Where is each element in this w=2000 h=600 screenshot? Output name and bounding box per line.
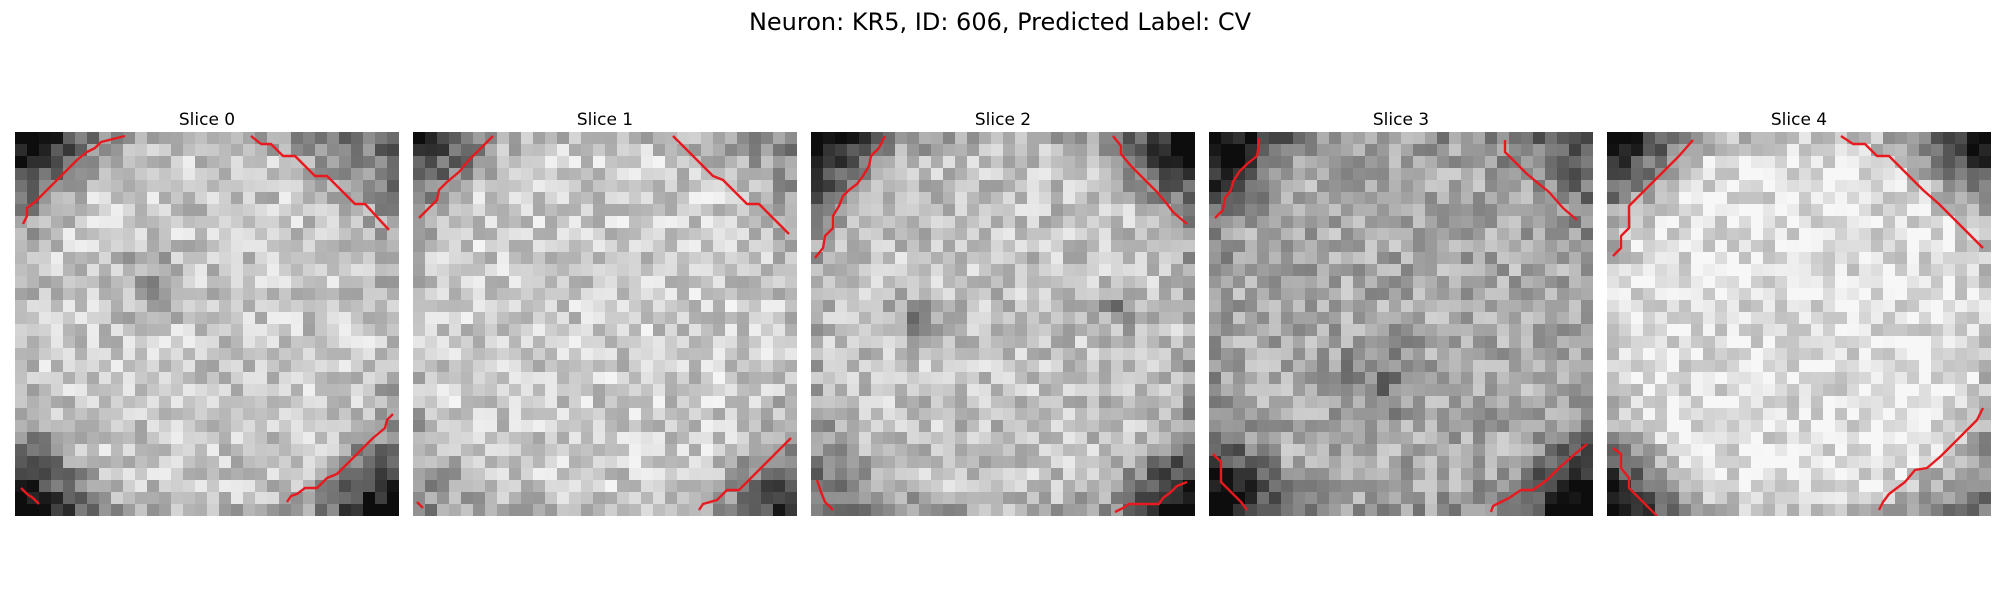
slice-title: Slice 3 bbox=[1372, 110, 1430, 130]
slice-panel-1: Slice 1 bbox=[413, 108, 797, 516]
slice-image bbox=[15, 132, 399, 516]
boundary-contour bbox=[1612, 135, 1985, 516]
slice-panel-4: Slice 4 bbox=[1607, 108, 1991, 516]
slice-panel-3: Slice 3 bbox=[1209, 108, 1593, 516]
boundary-contour bbox=[814, 135, 1188, 514]
figure-title: Neuron: KR5, ID: 606, Predicted Label: C… bbox=[748, 8, 1252, 36]
slice-image bbox=[1607, 132, 1991, 516]
slice-panel-0: Slice 0 bbox=[15, 108, 399, 516]
slice-image bbox=[811, 132, 1195, 516]
boundary-contour bbox=[416, 135, 792, 511]
boundary-contour bbox=[1212, 138, 1588, 513]
slice-panel-2: Slice 2 bbox=[811, 108, 1195, 516]
slice-title: Slice 2 bbox=[974, 110, 1032, 130]
slice-image bbox=[413, 132, 797, 516]
slice-title: Slice 4 bbox=[1770, 110, 1828, 130]
slice-title: Slice 1 bbox=[576, 110, 634, 130]
slice-title: Slice 0 bbox=[178, 110, 236, 130]
slice-image bbox=[1209, 132, 1593, 516]
boundary-contour bbox=[20, 134, 394, 505]
